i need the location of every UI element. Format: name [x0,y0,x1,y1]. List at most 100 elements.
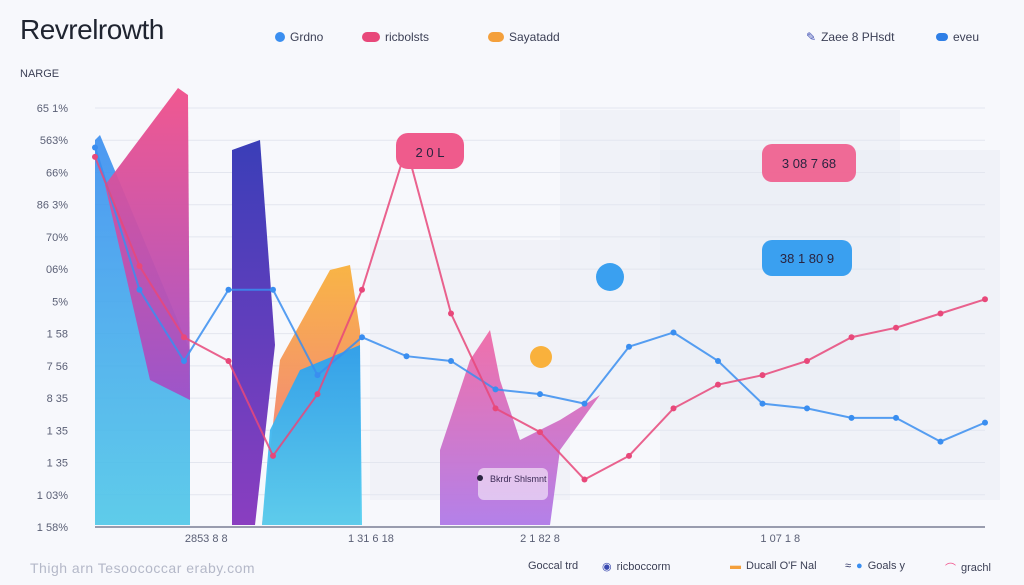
data-point[interactable] [448,310,454,317]
data-point[interactable] [492,386,499,393]
y-tick-label: 7 56 [47,361,68,373]
y-tick-label: 563% [40,135,68,147]
footer-item-5[interactable]: ⌒ grachl [945,562,991,575]
data-point[interactable] [225,286,232,293]
marker-dot-blue [596,263,624,291]
data-point[interactable] [537,391,543,398]
x-tick-label: 2853 8 8 [185,533,228,545]
data-point[interactable] [181,334,187,341]
callout-3: 38 1 80 9 [762,240,852,276]
svg-text:3 08 7 68: 3 08 7 68 [782,156,836,171]
footer-item-2[interactable]: ◉ ricboccorm [602,560,671,574]
y-tick-label: 06% [46,264,68,276]
pencil-icon: ✎ [806,30,817,44]
data-point[interactable] [581,400,588,407]
area-shape-purple [232,140,275,525]
data-point[interactable] [804,357,810,364]
globe-icon: ● [856,560,863,572]
legend-label: Zaee 8 PHsdt [821,30,895,44]
data-point[interactable] [537,429,543,436]
legend-swatch [275,32,285,42]
y-tick-label: 1 03% [37,490,68,502]
data-point[interactable] [626,452,632,459]
x-tick-label: 1 31 6 18 [348,533,394,545]
svg-text:Bkrdr Shlsmnt: Bkrdr Shlsmnt [490,474,547,484]
data-point[interactable] [403,353,410,360]
data-point[interactable] [359,286,365,293]
data-point[interactable] [581,476,588,483]
y-tick-label: 65 1% [37,103,68,115]
data-point[interactable] [270,286,276,293]
legend-swatch [488,32,504,42]
data-point[interactable] [848,414,855,421]
area-shape-cyan [262,345,362,525]
data-point[interactable] [314,391,321,398]
data-point[interactable] [759,400,766,407]
data-point[interactable] [92,144,98,151]
legend-label: Grdno [290,30,324,44]
footer-item-3[interactable]: ▬ Ducall O'F Nal [730,560,817,572]
data-point[interactable] [448,357,454,364]
legend-label: Sayatadd [509,30,560,44]
legend-label: ricbolsts [385,30,430,44]
legend-swatch [362,32,380,42]
legend-item-sayatadd[interactable]: Sayatadd [488,30,560,44]
data-point[interactable] [670,329,677,336]
pill-icon: ▬ [730,560,741,572]
callout-2: 3 08 7 68 [762,144,856,182]
legend-item-zaee[interactable]: ✎ Zaee 8 PHsdt [806,30,894,44]
data-point[interactable] [715,357,721,364]
y-tick-label: 8 35 [47,393,68,405]
y-axis-label: NARGE [20,68,60,80]
data-point[interactable] [893,324,899,331]
annotation-dot [477,475,483,481]
y-tick-label: 1 58 [47,329,68,341]
data-point[interactable] [492,405,499,412]
legend-item-eveu[interactable]: eveu [936,30,979,44]
data-point[interactable] [715,381,721,388]
y-tick-label: 1 35 [47,458,68,470]
data-point[interactable] [937,438,944,445]
footer-item-4[interactable]: ≈ ● Goals y [845,560,905,572]
data-point[interactable] [314,372,321,379]
x-tick-label: 1 07 1 8 [760,533,800,545]
y-tick-label: 66% [46,167,68,179]
data-point[interactable] [136,263,143,270]
chart-title: Revrelrowth [20,14,164,45]
data-point[interactable] [982,419,988,426]
annotation-badge: Bkrdr Shlsmnt [477,468,548,500]
x-tick-label: 2 1 82 8 [520,533,560,545]
data-point[interactable] [225,357,232,364]
y-tick-label: 1 58% [37,522,68,534]
svg-text:2 0 L: 2 0 L [416,145,445,160]
circle-icon: ◉ [602,561,612,573]
data-point[interactable] [359,334,365,341]
data-point[interactable] [670,405,677,412]
wave-icon: ≈ [845,560,852,572]
data-point[interactable] [92,153,98,160]
area-shape-pink [105,88,190,400]
data-point[interactable] [270,452,276,459]
legend-label: eveu [953,30,980,44]
data-point[interactable] [893,414,899,421]
data-point[interactable] [136,286,143,293]
data-point[interactable] [937,310,944,317]
y-tick-label: 1 35 [47,425,68,437]
footer-item-1[interactable]: Goccal trd [528,560,579,572]
data-point[interactable] [759,372,766,379]
legend-swatch [936,33,948,41]
legend-item-grdno[interactable]: Grdno [275,30,323,44]
marker-dot-orange [530,346,552,368]
y-tick-label: 86 3% [37,200,68,212]
svg-text:38 1 80 9: 38 1 80 9 [780,251,834,266]
data-point[interactable] [804,405,810,412]
data-point[interactable] [848,334,855,341]
data-point[interactable] [181,357,187,364]
legend-item-ricbolsts[interactable]: ricbolsts [362,30,429,44]
data-point[interactable] [982,296,988,303]
curve-icon: ⌒ [945,563,956,575]
footer-credit: Thigh arn Tesoococcar eraby.com [30,560,256,576]
data-point[interactable] [626,343,632,350]
y-tick-label: 70% [46,232,68,244]
